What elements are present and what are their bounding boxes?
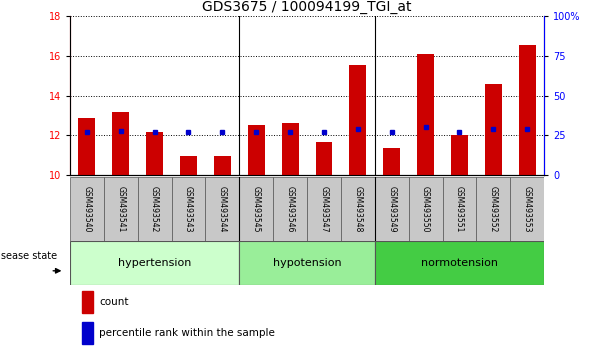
Text: GSM493545: GSM493545	[252, 185, 261, 232]
Bar	[180, 156, 197, 175]
Title: GDS3675 / 100094199_TGI_at: GDS3675 / 100094199_TGI_at	[202, 0, 412, 13]
Bar	[307, 177, 341, 241]
Bar	[82, 322, 93, 344]
Text: GSM493542: GSM493542	[150, 185, 159, 232]
Bar	[70, 177, 104, 241]
Text: hypotension: hypotension	[273, 258, 341, 268]
Bar	[112, 112, 129, 175]
Text: GSM493553: GSM493553	[523, 185, 532, 232]
Text: GSM493540: GSM493540	[82, 185, 91, 232]
Text: normotension: normotension	[421, 258, 498, 268]
Bar	[417, 54, 434, 175]
Bar	[341, 177, 375, 241]
Bar	[510, 177, 544, 241]
Text: GSM493549: GSM493549	[387, 185, 396, 232]
Bar	[350, 65, 366, 175]
Bar	[443, 177, 477, 241]
Bar	[383, 148, 400, 175]
Bar	[70, 241, 240, 285]
Bar	[104, 177, 137, 241]
Bar	[282, 124, 299, 175]
Bar	[477, 177, 510, 241]
Text: GSM493550: GSM493550	[421, 185, 430, 232]
Text: GSM493552: GSM493552	[489, 185, 498, 232]
Text: hypertension: hypertension	[118, 258, 192, 268]
Text: GSM493551: GSM493551	[455, 185, 464, 232]
Bar	[273, 177, 307, 241]
Bar	[240, 241, 375, 285]
Text: disease state: disease state	[0, 251, 57, 261]
Bar	[206, 177, 240, 241]
Bar	[409, 177, 443, 241]
Text: percentile rank within the sample: percentile rank within the sample	[99, 328, 275, 338]
Bar	[248, 125, 264, 175]
Bar	[137, 177, 171, 241]
Bar	[375, 177, 409, 241]
Bar	[519, 45, 536, 175]
Bar	[375, 241, 544, 285]
Text: GSM493547: GSM493547	[319, 185, 328, 232]
Bar	[451, 135, 468, 175]
Text: GSM493544: GSM493544	[218, 185, 227, 232]
Text: GSM493541: GSM493541	[116, 185, 125, 232]
Bar	[214, 156, 231, 175]
Bar	[240, 177, 273, 241]
Text: GSM493548: GSM493548	[353, 185, 362, 232]
Text: GSM493546: GSM493546	[286, 185, 295, 232]
Bar	[171, 177, 206, 241]
Bar	[316, 142, 333, 175]
Text: count: count	[99, 297, 129, 307]
Bar	[485, 84, 502, 175]
Bar	[146, 132, 163, 175]
Bar	[82, 291, 93, 313]
Text: GSM493543: GSM493543	[184, 185, 193, 232]
Bar	[78, 119, 95, 175]
